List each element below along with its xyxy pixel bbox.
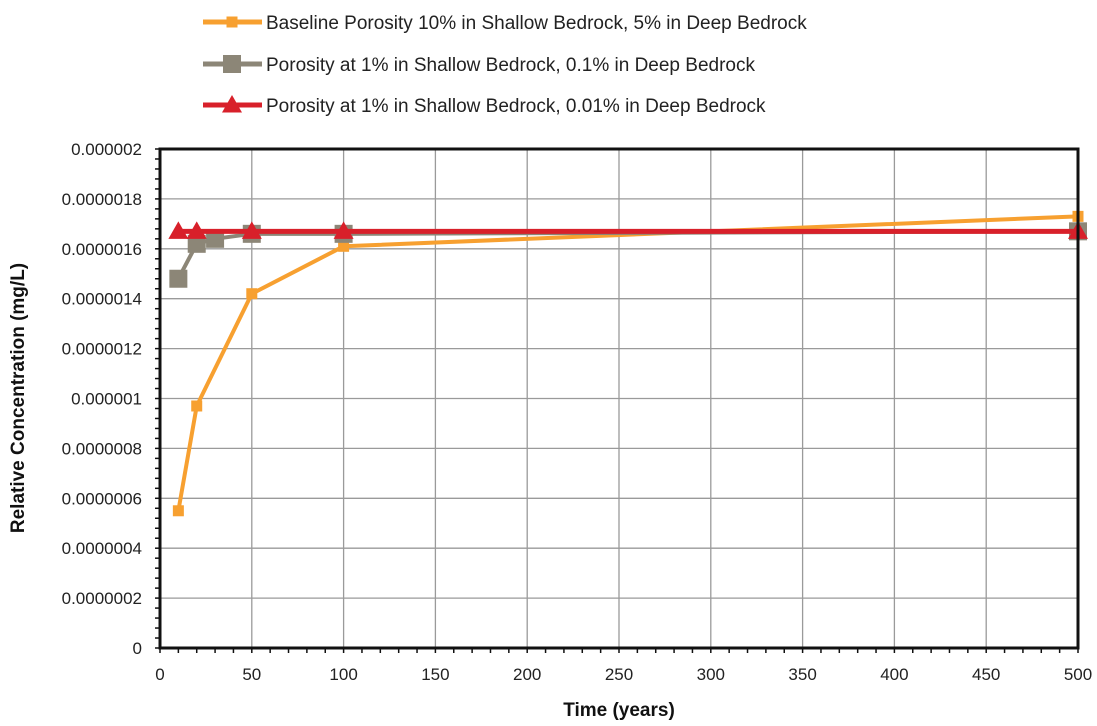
y-tick-label: 0.0000012 [62,340,142,359]
data-point [169,269,188,288]
legend-item: Baseline Porosity 10% in Shallow Bedrock… [203,13,807,34]
legend-item: Porosity at 1% in Shallow Bedrock, 0.1% … [203,55,755,76]
y-tick-label: 0.0000018 [62,190,142,209]
y-tick-label: 0.0000008 [62,439,142,458]
data-point [172,505,184,517]
x-tick-label: 500 [1064,665,1092,684]
legend-label: Baseline Porosity 10% in Shallow Bedrock… [266,13,807,34]
minor-ticks [155,148,1079,653]
x-tick-label: 250 [605,665,633,684]
x-tick-label: 150 [421,665,449,684]
series-line [176,214,1079,512]
y-tick-label: 0.0000006 [62,489,142,508]
y-tick-label: 0 [133,639,142,658]
data-point [241,221,262,239]
legend-label: Porosity at 1% in Shallow Bedrock, 0.1% … [266,55,755,76]
y-axis-title: Relative Concentration (mg/L) [8,263,29,533]
y-tick-label: 0.0000016 [62,240,142,259]
x-tick-label: 450 [972,665,1000,684]
data-point [338,240,350,252]
y-tick-label: 0.000001 [71,390,142,409]
y-tick-label: 0.000002 [71,140,142,159]
data-point [187,234,206,253]
x-tick-label: 300 [697,665,725,684]
x-tick-label: 0 [155,665,164,684]
x-tick-label: 100 [329,665,357,684]
legend-swatch-marker [226,16,238,28]
legend: Baseline Porosity 10% in Shallow Bedrock… [203,13,807,117]
series-layer [168,210,1088,517]
series-3 [168,221,1088,239]
data-point [191,400,203,412]
y-tick-label: 0.0000004 [62,539,142,558]
legend-swatch-marker [223,55,241,73]
x-tick-label: 350 [788,665,816,684]
data-point [333,221,354,239]
legend-item: Porosity at 1% in Shallow Bedrock, 0.01%… [203,95,766,117]
x-axis-title: Time (years) [563,700,675,721]
y-tick-label: 0.0000014 [62,290,142,309]
tick-labels: 0 50 100 150 200 250 300 350 400 450 500 0 0.0000002… [62,140,1093,684]
data-point [206,229,225,248]
x-tick-label: 50 [242,665,261,684]
data-point [168,221,189,239]
x-tick-label: 200 [513,665,541,684]
series-1 [172,210,1084,517]
legend-label: Porosity at 1% in Shallow Bedrock, 0.01%… [266,96,766,117]
y-tick-label: 0.0000002 [62,589,142,608]
legend-swatch-marker [222,95,242,113]
series-line [176,229,1079,280]
x-tick-label: 400 [880,665,908,684]
data-point [246,288,258,300]
data-point [186,221,207,239]
